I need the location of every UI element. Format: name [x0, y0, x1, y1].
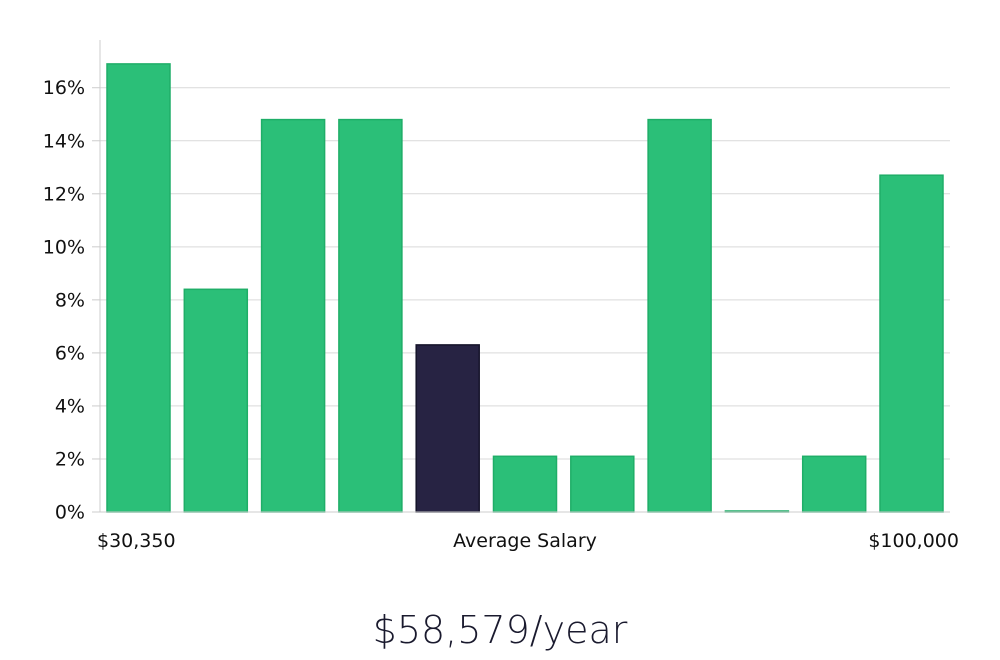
- x-label-center: Average Salary: [453, 530, 597, 552]
- y-tick-label: 0%: [55, 502, 85, 524]
- y-tick-label: 14%: [43, 130, 85, 152]
- bar-highlighted: [415, 344, 480, 513]
- bar: [260, 118, 326, 513]
- y-tick-label: 16%: [43, 77, 85, 99]
- bar: [647, 118, 712, 513]
- bar: [183, 288, 249, 513]
- average-salary-value: $58,579/year: [372, 608, 628, 652]
- bar: [879, 174, 944, 513]
- bar: [106, 63, 171, 513]
- bar: [570, 455, 635, 513]
- y-tick-labels: 0% 2% 4% 6% 8% 10% 12% 14% 16%: [43, 77, 100, 524]
- y-tick-label: 10%: [43, 236, 85, 258]
- y-tick-label: 4%: [55, 395, 85, 417]
- y-tick-label: 2%: [55, 448, 85, 470]
- bars: [106, 63, 944, 513]
- y-tick-label: 12%: [43, 183, 85, 205]
- bar: [492, 455, 558, 513]
- y-tick-label: 6%: [55, 342, 85, 364]
- x-label-min: $30,350: [97, 530, 176, 552]
- x-label-max: $100,000: [868, 530, 959, 552]
- y-tick-label: 8%: [55, 289, 85, 311]
- salary-histogram: 0% 2% 4% 6% 8% 10% 12% 14% 16% $30,350 Average S…: [43, 40, 959, 552]
- axes: [99, 40, 950, 513]
- bar: [801, 455, 867, 513]
- chart-svg: 0% 2% 4% 6% 8% 10% 12% 14% 16% $30,350 Average S…: [43, 40, 959, 552]
- bar: [338, 118, 403, 513]
